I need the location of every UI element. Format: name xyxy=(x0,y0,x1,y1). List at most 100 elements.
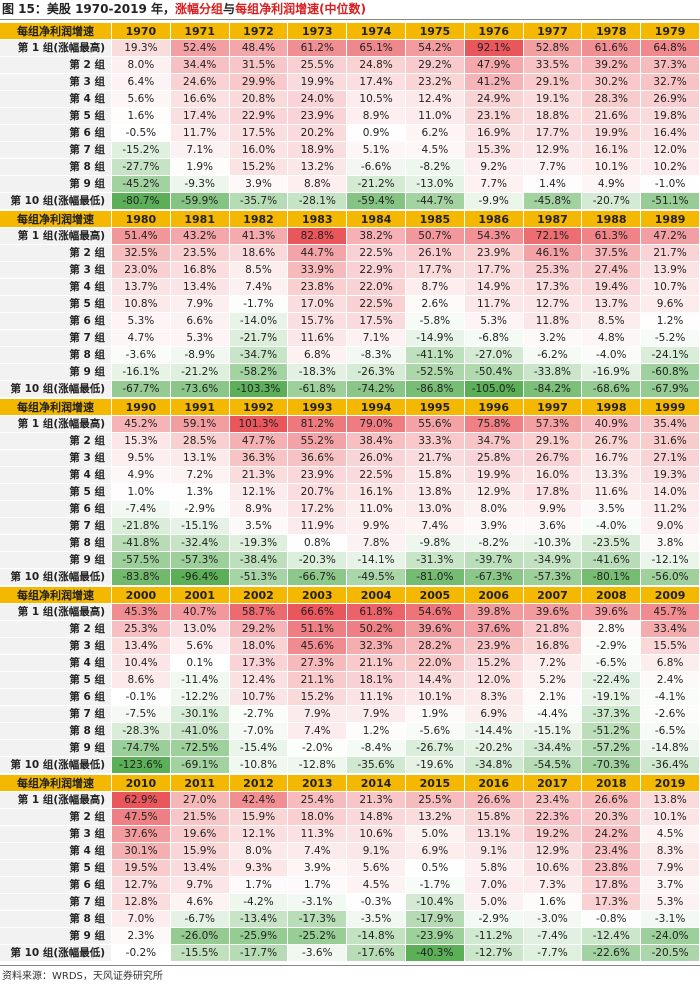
value-cell: 7.2% xyxy=(523,655,583,672)
value-cell: -12.1% xyxy=(641,552,700,569)
value-cell: 9.1% xyxy=(464,843,524,860)
value-cell: 50.7% xyxy=(405,228,465,245)
value-cell: 66.6% xyxy=(288,604,348,621)
value-cell: 7.1% xyxy=(347,330,406,347)
value-cell: -12.8% xyxy=(288,757,348,774)
value-cell: 27.4% xyxy=(582,262,642,279)
value-cell: 1.0% xyxy=(112,484,171,501)
value-cell: 19.5% xyxy=(112,860,171,877)
value-cell: 6.6% xyxy=(170,313,230,330)
value-cell: -23.9% xyxy=(405,928,465,945)
year-header: 1983 xyxy=(288,211,348,228)
value-cell: 24.2% xyxy=(582,826,642,843)
value-cell: 16.8% xyxy=(523,638,583,655)
year-header: 2002 xyxy=(229,587,289,604)
value-cell: 2.3% xyxy=(112,928,171,945)
year-header: 1991 xyxy=(170,399,230,416)
table-row: 第 4 组 13.7% 13.4% 7.4% 23.8% 22.0% 8.7% 14.9% 17… xyxy=(0,279,700,296)
value-cell: -7.5% xyxy=(112,706,171,723)
value-cell: 1.6% xyxy=(112,108,171,125)
value-cell: -44.7% xyxy=(405,193,465,210)
value-cell: 13.2% xyxy=(288,159,348,176)
value-cell: 23.4% xyxy=(523,792,583,809)
growth-table-block: 每组净利润增速 2000 2001 2002 2003 2004 2005 2006 2007 2… xyxy=(0,587,700,774)
group-label: 第 8 组 xyxy=(0,911,112,928)
value-cell: 7.9% xyxy=(641,860,700,877)
value-cell: 25.4% xyxy=(288,792,348,809)
value-cell: -21.2% xyxy=(170,364,230,381)
value-cell: 23.9% xyxy=(464,638,524,655)
value-cell: 17.8% xyxy=(582,877,642,894)
value-cell: 9.9% xyxy=(523,501,583,518)
table-row: 第 7 组 -15.2% 7.1% 16.0% 18.9% 5.1% 4.5% 15.3% 12… xyxy=(0,142,700,159)
table-row: 第 4 组 4.9% 7.2% 21.3% 23.9% 22.5% 15.8% 19.9% 16… xyxy=(0,467,700,484)
value-cell: -1.7% xyxy=(229,296,289,313)
value-cell: 9.7% xyxy=(170,877,230,894)
group-label: 第 4 组 xyxy=(0,467,112,484)
value-cell: -34.7% xyxy=(229,347,289,364)
group-label: 第 6 组 xyxy=(0,689,112,706)
value-cell: 24.0% xyxy=(288,91,348,108)
value-cell: 1.2% xyxy=(641,313,700,330)
value-cell: 12.1% xyxy=(229,484,289,501)
value-cell: 22.5% xyxy=(347,245,406,262)
value-cell: 0.9% xyxy=(347,125,406,142)
value-cell: 72.1% xyxy=(523,228,583,245)
value-cell: 26.7% xyxy=(582,433,642,450)
table-row: 第 3 组 13.4% 5.6% 18.0% 45.6% 32.3% 28.2% 23.9% 1… xyxy=(0,638,700,655)
value-cell: -0.3% xyxy=(347,894,406,911)
value-cell: 12.9% xyxy=(523,843,583,860)
value-cell: -17.6% xyxy=(347,945,406,962)
value-cell: 16.8% xyxy=(170,262,230,279)
value-cell: 21.1% xyxy=(288,672,348,689)
value-cell: 7.8% xyxy=(347,535,406,552)
value-cell: -4.4% xyxy=(523,706,583,723)
table-row: 第 6 组 5.3% 6.6% -14.0% 15.7% 17.5% -5.8% 5.3% 11… xyxy=(0,313,700,330)
value-cell: 25.5% xyxy=(288,57,348,74)
group-label: 第 2 组 xyxy=(0,433,112,450)
year-header: 2013 xyxy=(288,775,348,792)
value-cell: 5.6% xyxy=(170,638,230,655)
value-cell: 3.7% xyxy=(641,877,700,894)
group-label: 第 5 组 xyxy=(0,108,112,125)
value-cell: 8.9% xyxy=(347,108,406,125)
value-cell: -3.5% xyxy=(347,911,406,928)
table-row: 第 6 组 -7.4% -2.9% 8.9% 17.2% 11.0% 13.0% 8.0% 9.… xyxy=(0,501,700,518)
value-cell: 0.8% xyxy=(288,535,348,552)
value-cell: -45.2% xyxy=(112,176,171,193)
value-cell: 6.4% xyxy=(112,74,171,91)
value-cell: -61.8% xyxy=(288,381,348,398)
value-cell: 33.4% xyxy=(641,621,700,638)
value-cell: 39.8% xyxy=(464,604,524,621)
value-cell: -37.3% xyxy=(582,706,642,723)
table-header-row: 每组净利润增速 2000 2001 2002 2003 2004 2005 2006 2007 2… xyxy=(0,587,700,604)
value-cell: 19.8% xyxy=(641,108,700,125)
value-cell: 82.8% xyxy=(288,228,348,245)
year-header: 1973 xyxy=(288,23,348,40)
value-cell: 15.8% xyxy=(464,809,524,826)
value-cell: -4.2% xyxy=(229,894,289,911)
value-cell: 15.9% xyxy=(229,809,289,826)
value-cell: 23.2% xyxy=(405,74,465,91)
value-cell: 35.4% xyxy=(641,416,700,433)
value-cell: -86.8% xyxy=(405,381,465,398)
value-cell: 3.5% xyxy=(582,501,642,518)
value-cell: -123.6% xyxy=(112,757,171,774)
value-cell: 19.2% xyxy=(523,826,583,843)
value-cell: -103.3% xyxy=(229,381,289,398)
value-cell: 7.4% xyxy=(405,518,465,535)
value-cell: 19.3% xyxy=(112,40,171,57)
header-label: 每组净利润增速 xyxy=(0,211,112,228)
year-header: 2012 xyxy=(229,775,289,792)
value-cell: -4.0% xyxy=(582,518,642,535)
table-row: 第 1 组(涨幅最高) 51.4% 43.2% 41.3% 82.8% 38.2% 50.7… xyxy=(0,228,700,245)
value-cell: 2.1% xyxy=(523,689,583,706)
table-row: 第 8 组 7.0% -6.7% -13.4% -17.3% -3.5% -17.9% -2.… xyxy=(0,911,700,928)
value-cell: 17.3% xyxy=(229,655,289,672)
group-label: 第 7 组 xyxy=(0,706,112,723)
value-cell: 10.1% xyxy=(641,809,700,826)
value-cell: 32.7% xyxy=(641,74,700,91)
value-cell: 5.0% xyxy=(405,826,465,843)
value-cell: 14.4% xyxy=(405,672,465,689)
value-cell: 19.4% xyxy=(582,279,642,296)
